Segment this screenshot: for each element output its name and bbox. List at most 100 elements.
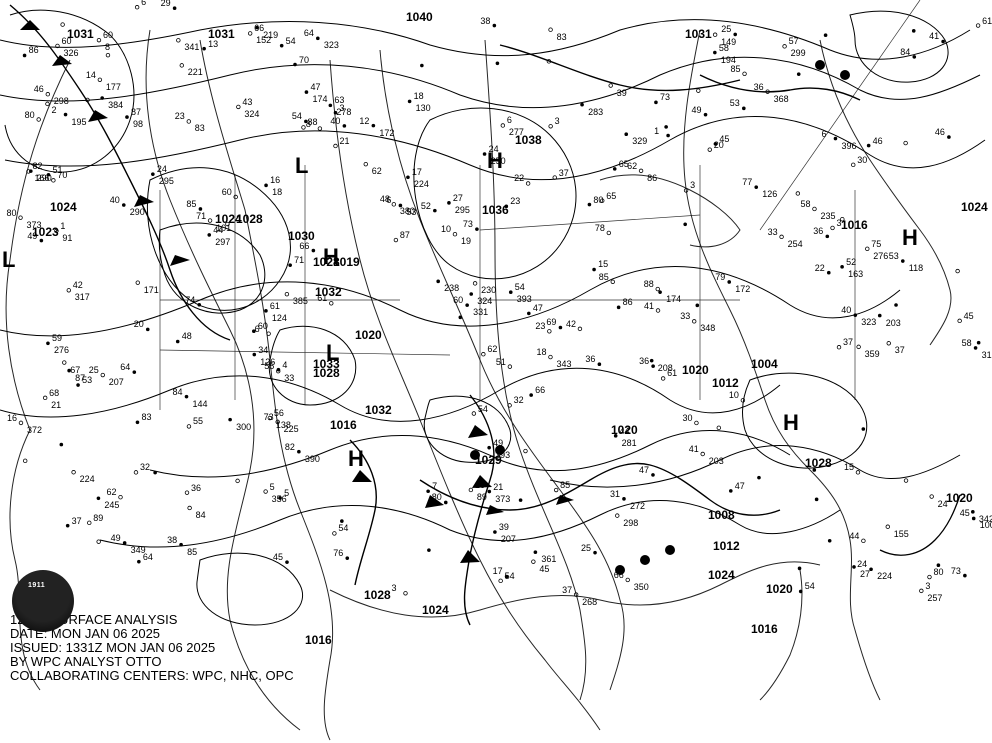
station-temp-value-20: 37 xyxy=(559,168,569,178)
station-temp-value-74: 22 xyxy=(815,263,825,273)
low-pressure-center-3: L xyxy=(2,247,15,273)
station-temp-value-241: 64 xyxy=(304,28,314,38)
station-pressure-value-106: 290 xyxy=(130,207,145,217)
station-temp-value-2: 54 xyxy=(292,111,302,121)
station-temp-value-156: 57 xyxy=(789,36,799,46)
station-pressure-value-234: 174 xyxy=(666,294,681,304)
station-temp-value-203: 22 xyxy=(514,173,524,183)
station-temp-value-6: 18 xyxy=(536,347,546,357)
station-pressure-value-96: 86 xyxy=(647,173,657,183)
station-pressure-value-71: 393 xyxy=(517,294,532,304)
station-temp-value-97: 55 xyxy=(264,361,274,371)
station-pressure-value-241: 323 xyxy=(324,40,339,50)
station-temp-value-173: 51 xyxy=(496,357,506,367)
station-pressure-value-136: 324 xyxy=(244,109,259,119)
isobar-label-10: 1028 xyxy=(313,366,340,380)
station-temp-value-13: 70 xyxy=(299,55,309,65)
station-temp-value-211: 8 xyxy=(306,119,311,129)
isobar-label-13: 1028 xyxy=(805,456,832,470)
station-temp-value-164: 74 xyxy=(185,295,195,305)
station-pressure-value-240: 177 xyxy=(106,82,121,92)
station-pressure-value-195: 85 xyxy=(187,547,197,557)
station-temp-value-159: 1 xyxy=(654,126,659,136)
station-pressure-value-220: 45 xyxy=(539,564,549,574)
station-temp-value-81: 69 xyxy=(546,317,556,327)
isobar-label-32: 1024 xyxy=(422,603,449,617)
isobar-label-34: 1016 xyxy=(751,622,778,636)
station-temp-value-116: 61 xyxy=(667,368,677,378)
station-temp-value-52: 62 xyxy=(487,344,497,354)
station-temp-value-252: 3 xyxy=(925,581,930,591)
station-pressure-value-62: 331 xyxy=(473,307,488,317)
station-pressure-value-133: 224 xyxy=(414,179,429,189)
station-pressure-value-252: 257 xyxy=(927,593,942,603)
station-temp-value-71: 54 xyxy=(515,282,525,292)
station-temp-value-165: 78 xyxy=(595,223,605,233)
station-temp-value-166: 80 xyxy=(25,110,35,120)
station-pressure-value-196: 144 xyxy=(193,399,208,409)
station-pressure-value-254: 341 xyxy=(184,42,199,52)
station-temp-value-250: 10 xyxy=(441,224,451,234)
station-temp-value-118: 3 xyxy=(555,116,560,126)
high-pressure-center-4: H xyxy=(783,410,799,436)
station-temp-value-72: 73 xyxy=(951,566,961,576)
station-temp-value-59: 25 xyxy=(721,24,731,34)
isobar-label-7: 1032 xyxy=(315,285,342,299)
station-pressure-value-34: 174 xyxy=(312,94,327,104)
station-temp-value-124: 58 xyxy=(719,43,729,53)
station-temp-value-242: 32 xyxy=(140,462,150,472)
station-temp-value-94: 52 xyxy=(846,257,856,267)
isobar-label-20: 1016 xyxy=(841,218,868,232)
station-pressure-value-97: 33 xyxy=(284,373,294,383)
station-temp-value-35: 6 xyxy=(141,0,146,7)
station-pressure-value-80: 283 xyxy=(588,107,603,117)
station-temp-value-60: 41 xyxy=(689,444,699,454)
station-temp-value-47: 39 xyxy=(499,522,509,532)
station-pressure-value-208: 18 xyxy=(272,187,282,197)
station-temp-value-104: 46 xyxy=(873,136,883,146)
high-pressure-center-1: H xyxy=(487,148,503,174)
station-temp-value-163: 85 xyxy=(560,480,570,490)
station-pressure-value-11: 118 xyxy=(909,263,923,273)
station-pressure-value-27: 326 xyxy=(63,48,78,58)
station-temp-value-217: 62 xyxy=(107,487,117,497)
station-pressure-value-238: 359 xyxy=(865,349,880,359)
station-temp-value-243: 42 xyxy=(73,280,83,290)
station-temp-value-18: 30 xyxy=(682,413,692,423)
station-temp-value-139: 86 xyxy=(623,297,633,307)
station-temp-value-123: 36 xyxy=(585,354,595,364)
station-pressure-value-244: 361 xyxy=(541,554,556,564)
station-temp-value-131: 27 xyxy=(453,193,463,203)
station-temp-value-208: 16 xyxy=(270,175,280,185)
station-pressure-value-28: 272 xyxy=(630,501,645,511)
isobar-label-21: 1016 xyxy=(330,418,357,432)
station-pressure-value-188: 385 xyxy=(293,296,308,306)
station-pressure-value-170: 53 xyxy=(406,207,416,217)
station-pressure-value-55: 172 xyxy=(379,128,394,138)
station-pressure-value-224: 390 xyxy=(305,454,320,464)
isobar-label-19: 1036 xyxy=(482,203,509,217)
station-pressure-value-178: 373 xyxy=(495,494,510,504)
station-temp-value-90: 54 xyxy=(505,571,515,581)
station-pressure-value-243: 317 xyxy=(75,292,90,302)
station-temp-value-44: 75 xyxy=(871,239,881,249)
station-temp-value-120: 54 xyxy=(286,36,296,46)
station-temp-value-134: 45 xyxy=(960,508,970,518)
station-temp-value-101: 47 xyxy=(533,303,543,313)
surface-analysis-map: 15 298 54 2 195 18 343 6 277 84 80 373 73 225 53 118 80 7… xyxy=(0,0,992,743)
isobar-label-27: 1020 xyxy=(946,491,973,505)
station-pressure-value-4: 195 xyxy=(72,117,87,127)
station-pressure-value-236: 290 xyxy=(37,173,52,183)
station-temp-value-223: 3 xyxy=(340,103,345,113)
station-pressure-value-205: 171 xyxy=(144,285,159,295)
station-pressure-value-103: 348 xyxy=(700,323,715,333)
station-pressure-value-201: 224 xyxy=(877,571,892,581)
station-temp-value-183: 5 xyxy=(284,488,289,498)
station-pressure-value-112: 98 xyxy=(133,119,143,129)
station-temp-value-73: 61 xyxy=(982,16,992,26)
isobar-label-1: 1023 xyxy=(32,225,59,239)
isobar-label-26: 1004 xyxy=(751,357,778,371)
station-pressure-value-185: 221 xyxy=(188,67,203,77)
station-temp-value-251: 10 xyxy=(729,390,739,400)
station-temp-value-258: 47 xyxy=(735,481,745,491)
